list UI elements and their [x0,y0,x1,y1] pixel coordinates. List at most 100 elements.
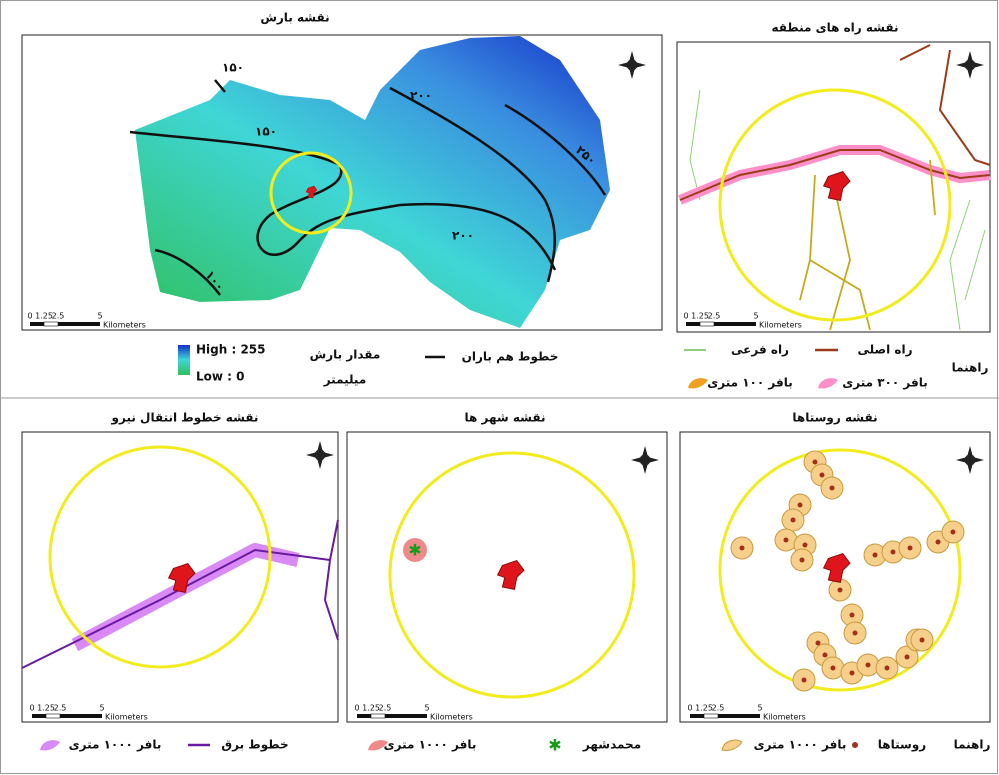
scale-segment [371,714,385,718]
legend-title: راهنما [952,361,989,375]
village [885,666,890,671]
legend-title: راهنما [954,738,991,752]
village [905,655,910,660]
scale-label: 1.25 [691,312,709,321]
village [820,473,825,478]
village [951,530,956,535]
scale-label: 5 [97,312,102,321]
cities-panel: نقشه شهر ها ✱ بافر ۱۰۰۰ متری ✱ محمدشهر [347,411,667,755]
village [873,553,878,558]
panel-title: نقشه شهر ها [465,411,546,425]
legend-swatch [818,378,838,388]
village [908,546,913,551]
village [784,538,789,543]
contour-label: ۲۰۰ [452,229,474,243]
village [866,663,871,668]
legend-swatch [722,740,742,750]
scale-segment [46,714,60,718]
scale-segment [58,322,100,326]
legend-swatch: ✱ [548,736,561,755]
village [891,550,896,555]
legend-ramp [178,345,190,375]
legend-main-road: راه اصلی [857,343,912,357]
scale-segment [30,322,44,326]
scale-segment [357,714,371,718]
village [831,666,836,671]
contour-label: ۲۰۰ [410,89,432,103]
villages-panel: نقشه روستاها بافر ۱۰۰۰ متری روستاها راهن… [680,411,990,753]
panel-title: نقشه روستاها [792,411,877,426]
legend-minor-road: راه فرعی [731,343,789,357]
scale-segment [690,714,704,718]
scale-segment [704,714,718,718]
scale-label: 5 [757,704,762,713]
village [920,638,925,643]
contour-label: ۱۵۰ [255,125,277,139]
power-lines-panel: نقشه خطوط انتقال نیرو بافر ۱۰۰۰ متری خطو… [22,411,338,753]
legend-city: محمدشهر [582,738,641,752]
contour-label: ۱۵۰ [222,61,244,75]
scale-label: 5 [99,704,104,713]
legend-high: High : 255 [196,343,266,357]
village [800,558,805,563]
legend-swatch [40,740,60,750]
scale-unit: Kilometers [103,321,146,330]
scale-label: 2.5 [712,704,725,713]
scale-label: 5 [424,704,429,713]
city-symbol: ✱ [408,541,421,560]
village [838,588,843,593]
scale-unit: Kilometers [759,321,802,330]
scale-label: 0 [29,704,34,713]
village [816,641,821,646]
scale-segment [714,322,756,326]
legend-buffer-1000: بافر ۱۰۰۰ متری [69,738,162,752]
village [740,546,745,551]
scale-label: 2.5 [379,704,392,713]
scale-label: 2.5 [52,312,65,321]
scale-segment [44,322,58,326]
village [803,543,808,548]
scale-label: 0 [354,704,359,713]
panel-title: نقشه خطوط انتقال نیرو [111,411,259,426]
legend-buffer-1000: بافر ۱۰۰۰ متری [384,738,477,752]
legend-variable: مقدار بارش [310,348,381,362]
village [813,460,818,465]
village [850,613,855,618]
scale-unit: Kilometers [105,713,148,722]
village [936,540,941,545]
scale-label: 0 [27,312,32,321]
legend-low: Low : 0 [196,370,244,384]
legend-isohyets: خطوط هم باران [462,350,559,365]
village [791,518,796,523]
scale-label: 1.25 [362,704,380,713]
scale-segment [718,714,760,718]
scale-label: 2.5 [708,312,721,321]
legend-unit: میلیمتر [323,373,367,387]
village [802,678,807,683]
panel-title: نقشه بارش [260,11,329,25]
legend-village: روستاها [878,738,926,753]
scale-label: 2.5 [54,704,67,713]
village [830,486,835,491]
village [823,653,828,658]
scale-unit: Kilometers [763,713,806,722]
map-sheet: نقشه بارش ۱۵۰ ۱۵۰ ۲۰۰ ۲۰۰ ۲۵۰ ۱۰۰ High :… [0,0,999,775]
panel-title: نقشه راه های منطقه [771,21,898,35]
scale-unit: Kilometers [430,713,473,722]
scale-segment [32,714,46,718]
scale-segment [60,714,102,718]
legend-swatch [688,378,708,388]
scale-segment [385,714,427,718]
scale-label: 1.25 [35,312,53,321]
legend-buffer-1000: بافر ۱۰۰۰ متری [754,738,847,752]
legend-buffer-100: بافر ۱۰۰ متری [707,376,792,390]
precipitation-panel: نقشه بارش ۱۵۰ ۱۵۰ ۲۰۰ ۲۰۰ ۲۵۰ ۱۰۰ High :… [22,11,662,387]
scale-label: 0 [687,704,692,713]
scale-label: 5 [753,312,758,321]
village [850,671,855,676]
village [853,631,858,636]
village [798,503,803,508]
legend-power-line: خطوط برق [221,738,288,753]
scale-segment [686,322,700,326]
legend-swatch [852,742,858,748]
